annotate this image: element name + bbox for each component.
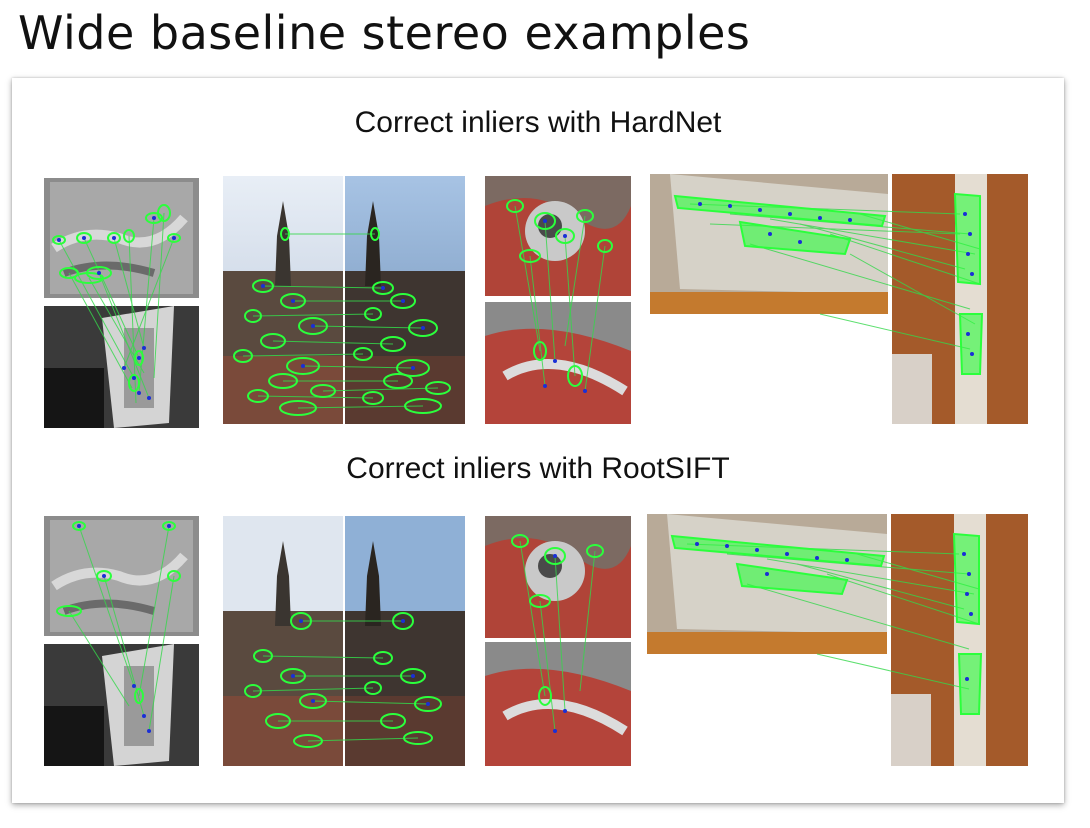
match-image-sistine-hardnet [44, 178, 199, 428]
match-image-desk-rootsift [647, 514, 1028, 766]
figure-panel: Correct inliers with HardNet Correct inl… [12, 78, 1064, 803]
match-image-graffiti-rootsift [485, 516, 631, 766]
slide-title: Wide baseline stereo examples [18, 6, 751, 60]
match-image-desk-hardnet [650, 174, 1028, 424]
section-caption-rootsift: Correct inliers with RootSIFT [346, 452, 730, 485]
match-image-graffiti-hardnet [485, 176, 631, 424]
section-caption-hardnet: Correct inliers with HardNet [354, 106, 722, 139]
match-image-cathedral-hardnet [223, 176, 465, 424]
match-image-cathedral-rootsift [223, 516, 465, 766]
match-image-sistine-rootsift [44, 516, 199, 766]
